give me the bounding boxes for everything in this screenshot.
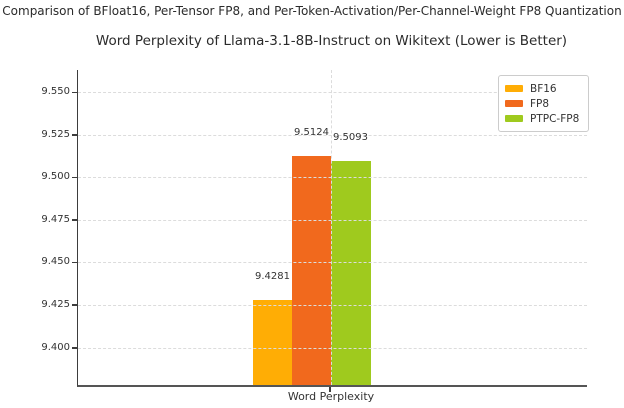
- gridline: [78, 262, 587, 264]
- y-tick-mark: [72, 176, 77, 179]
- legend-swatch-icon: [505, 115, 523, 122]
- y-tick-mark: [72, 219, 77, 221]
- y-tick-mark: [72, 91, 77, 94]
- legend-swatch-icon: [505, 85, 523, 92]
- bar-value-label: 9.5124: [294, 127, 329, 139]
- gridline: [78, 304, 587, 306]
- x-tick-mark: [329, 387, 331, 392]
- legend-item-fp8: FP8: [505, 96, 579, 111]
- bar-value-label: 9.4281: [255, 270, 290, 282]
- bar-value-label: 9.5093: [333, 132, 368, 144]
- y-tick-label: 9.550: [41, 86, 70, 98]
- plot-area: Word Perplexity 9.4281 9.5124 9.5093: [77, 70, 587, 403]
- legend-swatch-icon: [505, 100, 523, 107]
- bar-ptpc-fp8: [331, 161, 371, 385]
- legend-item-ptpc-fp8: PTPC-FP8: [505, 111, 579, 126]
- x-axis-label: Word Perplexity: [287, 390, 375, 403]
- legend-item-label: FP8: [530, 97, 550, 110]
- y-tick-label: 9.475: [41, 213, 70, 225]
- legend: BF16 FP8 PTPC-FP8: [498, 75, 590, 132]
- y-tick-mark: [72, 347, 77, 349]
- y-tick-mark: [72, 134, 77, 136]
- gridline: [78, 92, 587, 94]
- bar-fp8: [292, 156, 331, 385]
- y-tick-label: 9.400: [41, 341, 70, 353]
- y-tick-mark: [72, 304, 77, 306]
- bar-bf16: [253, 299, 292, 385]
- gridline: [78, 347, 587, 349]
- gridline: [78, 177, 587, 179]
- y-tick-label: 9.525: [41, 128, 70, 140]
- gridline: [78, 134, 587, 136]
- legend-item-label: PTPC-FP8: [530, 112, 580, 125]
- gridline: [78, 219, 587, 221]
- y-tick-mark: [72, 261, 77, 264]
- chart-title: Word Perplexity of Llama-3.1-8B-Instruct…: [95, 33, 568, 49]
- gridline: [331, 70, 332, 385]
- legend-item-label: BF16: [530, 82, 557, 95]
- y-tick-label: 9.425: [41, 298, 70, 310]
- figure-suptitle: Comparison of BFloat16, Per-Tensor FP8, …: [2, 4, 622, 18]
- legend-item-bf16: BF16: [505, 81, 579, 96]
- y-tick-label: 9.450: [41, 256, 70, 268]
- y-tick-label: 9.500: [41, 171, 70, 183]
